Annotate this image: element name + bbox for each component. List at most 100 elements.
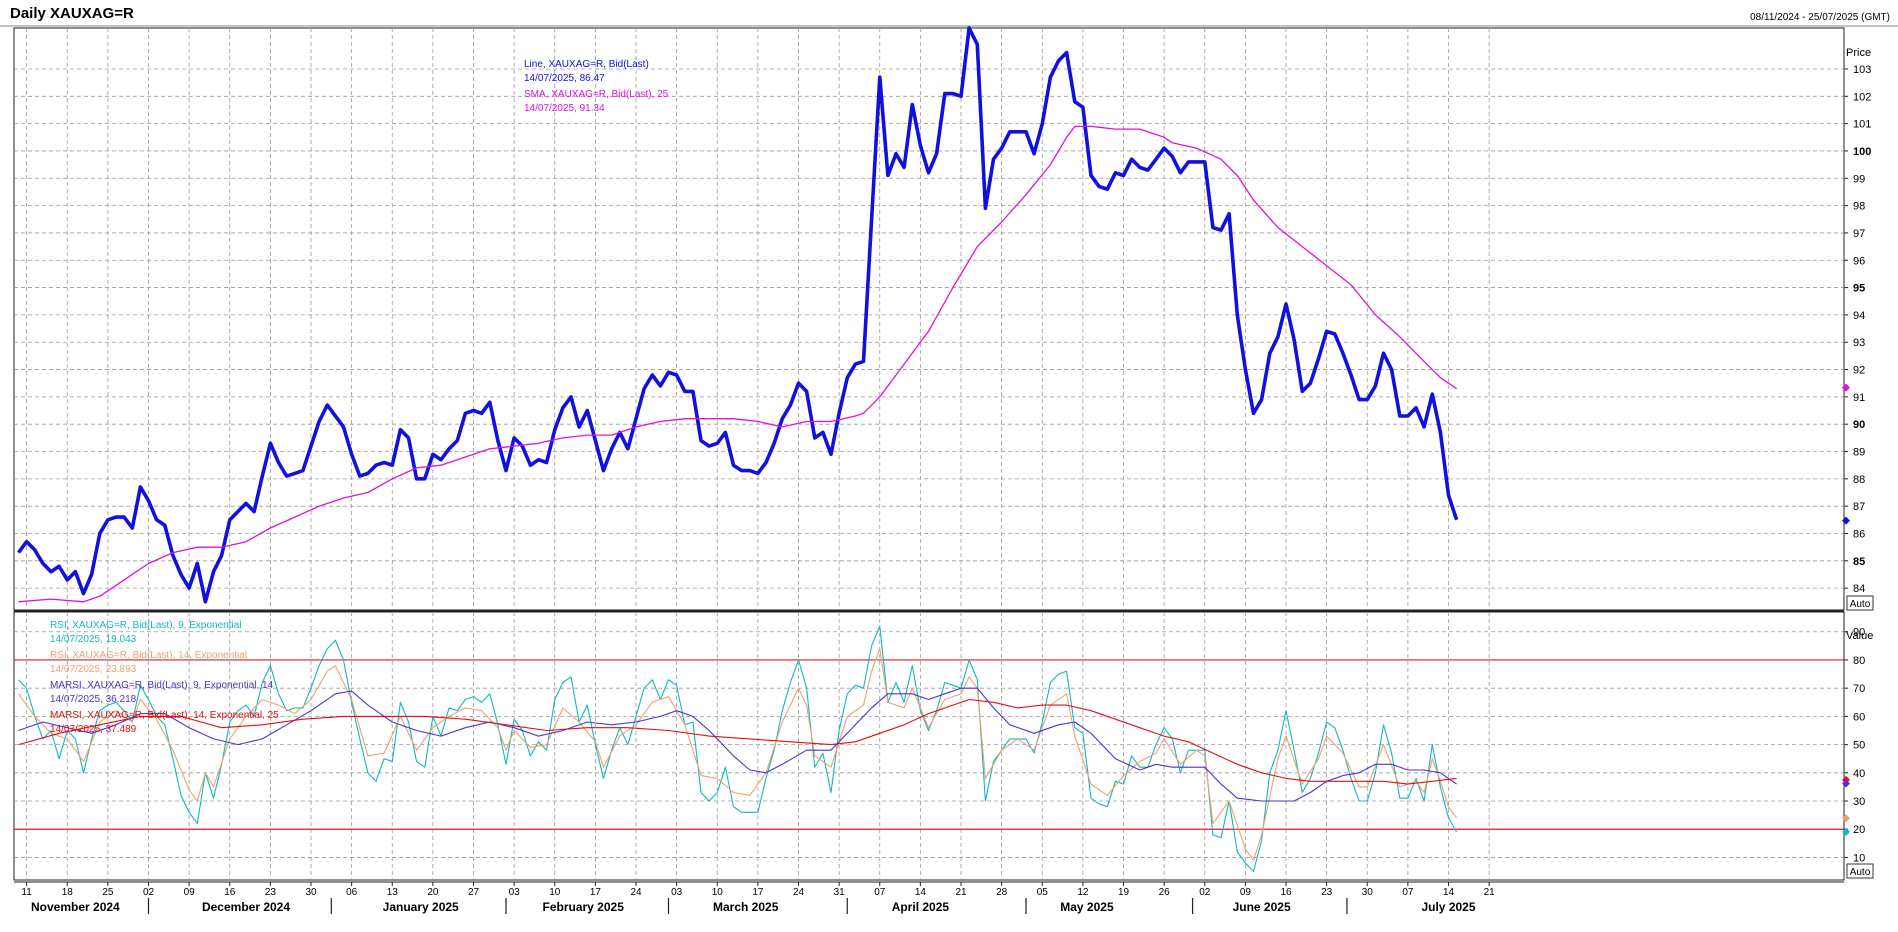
oscillator-last-value-marker (1842, 814, 1850, 823)
marsi14-series[interactable] (18, 698, 1457, 785)
price-y-axis: 84 85 86 87 88 89 90 91 92 93 94 95 96 97 98 99 100 101 10… (1844, 64, 1871, 595)
oscillator-legend: RSI, XAUXAG=R, Bid(Last), 9, Exponential… (50, 620, 279, 735)
x-day-label: 28 (996, 887, 1008, 898)
oscillator-legend-value: 14/07/2025, 37.489 (50, 724, 137, 735)
price-last-value-marker (1842, 516, 1850, 525)
x-day-label: 05 (1037, 887, 1049, 898)
title-bar (0, 0, 1898, 26)
x-day-label: 07 (874, 887, 886, 898)
x-day-label: 24 (793, 887, 805, 898)
date-range: 08/11/2024 - 25/07/2025 (GMT) (1750, 12, 1890, 23)
x-day-label: 06 (346, 887, 358, 898)
price-legend-value: 14/07/2025, 91.34 (524, 103, 605, 114)
x-day-label: 27 (468, 887, 480, 898)
oscillator-y-axis: 10 20 30 40 50 60 70 80 90 (1844, 627, 1865, 864)
x-month-label: December 2024 (202, 900, 290, 914)
oscillator-legend-name: RSI, XAUXAG=R, Bid(Last), 14, Exponentia… (50, 650, 247, 661)
x-month-label: March 2025 (713, 900, 779, 914)
x-day-label: 14 (915, 887, 927, 898)
x-day-label: 26 (1159, 887, 1171, 898)
x-day-label: 10 (549, 887, 561, 898)
date-x-axis: 11 18 25 02 09 16 23 30 06 13 20 27 03 10 17 24 03 10 17 24… (14, 881, 1844, 914)
oscillator-legend-value: 14/07/2025, 36.218 (50, 694, 137, 705)
x-month-label: April 2025 (892, 900, 950, 914)
price-tick-label: 91 (1853, 392, 1865, 404)
oscillator-auto-label: Auto (1850, 867, 1871, 878)
oscillator-series-group (18, 625, 1458, 873)
price-tick-label: 85 (1853, 556, 1865, 568)
x-month-label: June 2025 (1233, 900, 1291, 914)
price-tick-label: 95 (1853, 283, 1865, 295)
x-day-label: 30 (1362, 887, 1374, 898)
x-day-label: 23 (265, 887, 277, 898)
price-tick-label: 100 (1853, 146, 1871, 158)
oscillator-legend-name: RSI, XAUXAG=R, Bid(Last), 9, Exponential (50, 620, 241, 631)
oscillator-legend-value: 14/07/2025, 23.893 (50, 664, 137, 675)
x-day-label: 03 (509, 887, 521, 898)
x-day-label: 13 (387, 887, 399, 898)
price-tick-label: 88 (1853, 474, 1865, 486)
x-day-label: 24 (630, 887, 642, 898)
price-line-series[interactable] (17, 26, 1459, 604)
price-last-value-marker (1842, 383, 1850, 392)
oscillator-auto-button[interactable] (1846, 863, 1874, 879)
oscillator-tick-label: 50 (1853, 740, 1865, 752)
sma-line-series[interactable] (18, 125, 1457, 603)
oscillator-tick-label: 80 (1853, 655, 1865, 667)
price-axis-title: Price (1846, 47, 1871, 59)
price-tick-label: 96 (1853, 255, 1865, 267)
x-day-label: 21 (955, 887, 967, 898)
x-day-label: 31 (834, 887, 846, 898)
oscillator-axis-title: Value (1846, 630, 1873, 642)
chart-title: Daily XAUXAG=R (10, 5, 134, 22)
price-tick-label: 94 (1853, 310, 1865, 322)
oscillator-legend-name: MARSI, XAUXAG=R, Bid(Last), 14, Exponent… (50, 710, 279, 721)
x-day-label: 23 (1321, 887, 1333, 898)
oscillator-legend-name: MARSI, XAUXAG=R, Bid(Last), 9, Exponenti… (50, 680, 274, 691)
x-day-label: 25 (102, 887, 114, 898)
oscillator-tick-label: 70 (1853, 683, 1865, 695)
x-day-label: 12 (1077, 887, 1089, 898)
x-day-label: 21 (1484, 887, 1496, 898)
price-tick-label: 89 (1853, 447, 1865, 459)
price-legend-name: SMA, XAUXAG=R, Bid(Last), 25 (524, 89, 669, 100)
price-series-group (17, 26, 1459, 604)
marsi9-series[interactable] (18, 687, 1457, 802)
x-day-label: 09 (184, 887, 196, 898)
price-plot-area[interactable] (13, 27, 1845, 611)
price-auto-button[interactable] (1846, 595, 1874, 611)
price-tick-label: 93 (1853, 337, 1865, 349)
x-day-label: 10 (712, 887, 724, 898)
x-day-label: 17 (752, 887, 764, 898)
x-day-label: 30 (305, 887, 317, 898)
rsi14-series[interactable] (18, 648, 1458, 861)
x-month-label: January 2025 (383, 900, 459, 914)
x-day-label: 18 (62, 887, 74, 898)
price-tick-label: 86 (1853, 528, 1865, 540)
x-day-label: 16 (1280, 887, 1292, 898)
x-day-label: 19 (1118, 887, 1130, 898)
x-day-label: 09 (1240, 887, 1252, 898)
price-tick-label: 99 (1853, 173, 1865, 185)
oscillator-legend-value: 14/07/2025, 19.043 (50, 634, 137, 645)
oscillator-plot-area[interactable] (13, 611, 1845, 881)
x-day-label: 14 (1443, 887, 1455, 898)
oscillator-tick-label: 90 (1853, 627, 1865, 639)
price-tick-label: 101 (1853, 119, 1871, 131)
price-legend-value: 14/07/2025, 86.47 (524, 73, 605, 84)
oscillator-last-value-marker (1842, 779, 1850, 788)
rsi9-series[interactable] (18, 625, 1458, 873)
price-tick-label: 102 (1853, 91, 1871, 103)
oscillator-tick-label: 10 (1853, 852, 1865, 864)
x-month-label: November 2024 (31, 900, 120, 914)
price-tick-label: 92 (1853, 365, 1865, 377)
oscillator-tick-label: 40 (1853, 768, 1865, 780)
x-day-label: 02 (143, 887, 155, 898)
x-month-label: May 2025 (1060, 900, 1114, 914)
price-legend: Line, XAUXAG=R, Bid(Last) 14/07/2025, 86.… (524, 59, 669, 114)
price-tick-label: 90 (1853, 419, 1865, 431)
price-tick-label: 103 (1853, 64, 1871, 76)
price-tick-label: 87 (1853, 501, 1865, 513)
